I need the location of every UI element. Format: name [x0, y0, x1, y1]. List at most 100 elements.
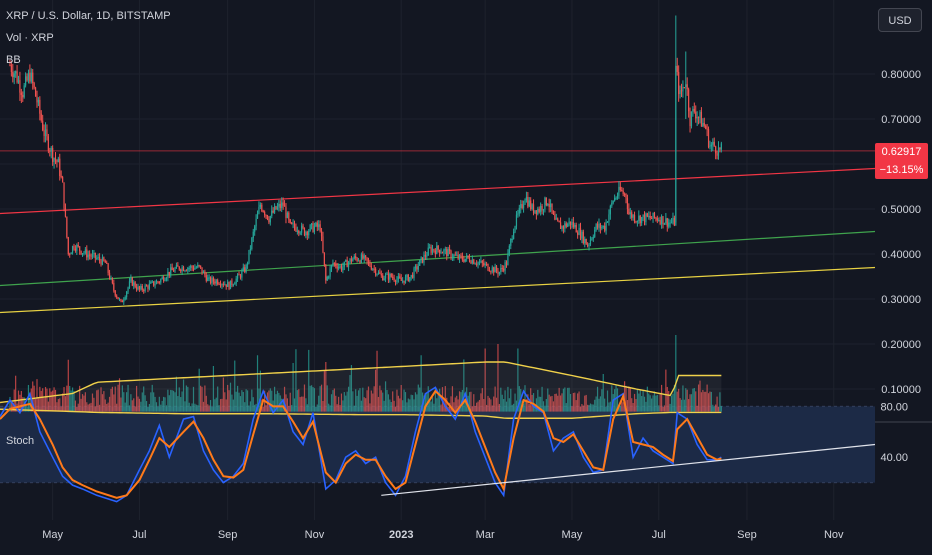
- price-candle-body: [531, 204, 533, 210]
- price-candle-body: [695, 111, 697, 119]
- price-candle-body: [249, 248, 252, 250]
- price-candle-body: [682, 87, 684, 92]
- price-candle-body: [239, 275, 242, 278]
- price-candle-body: [211, 277, 213, 284]
- price-candle-body: [663, 223, 666, 225]
- volume-bar: [480, 393, 482, 412]
- trend-lines[interactable]: [0, 150, 876, 314]
- volume-bar: [663, 405, 666, 412]
- volume-bar: [517, 348, 519, 412]
- price-candle-body: [669, 222, 671, 224]
- price-candle-body: [116, 295, 118, 298]
- price-candle-body: [130, 277, 132, 282]
- volume-bar: [303, 384, 306, 412]
- volume-bar: [715, 404, 717, 412]
- volume-bar: [685, 388, 687, 412]
- volume-bar: [493, 396, 495, 412]
- volume-bar: [396, 389, 398, 412]
- price-candle-body: [117, 297, 119, 300]
- volume-bar: [669, 403, 671, 412]
- volume-bar: [680, 399, 683, 412]
- price-candle-body: [36, 96, 38, 103]
- volume-bar: [67, 359, 69, 412]
- price-candle-body: [188, 267, 190, 269]
- volume-bar: [515, 400, 518, 412]
- volume-bar: [221, 398, 223, 412]
- volume-bar: [43, 397, 45, 412]
- volume-bar: [653, 391, 656, 412]
- price-candle-body: [643, 214, 646, 223]
- price-candle-body: [689, 111, 691, 127]
- volume-bar: [376, 350, 378, 412]
- volume-bar: [508, 398, 510, 412]
- volume-bar: [676, 391, 678, 412]
- price-candle-body: [13, 73, 15, 78]
- bollinger-fill: [0, 362, 722, 419]
- volume-bar: [175, 376, 178, 412]
- price-candle-body: [293, 223, 296, 228]
- price-candle-body: [513, 231, 515, 240]
- price-candle-body: [320, 231, 323, 237]
- time-axis-tick-label: May: [42, 529, 63, 541]
- price-candle-body: [476, 263, 478, 265]
- price-candle-body: [225, 284, 227, 287]
- red-trend-line: [0, 167, 876, 215]
- volume-bar: [197, 405, 199, 412]
- price-axis-tick-label: 0.30000: [881, 294, 921, 306]
- price-candle-body: [114, 290, 116, 296]
- volume-bar: [632, 402, 634, 412]
- price-candle-body: [231, 280, 233, 285]
- volume-bar: [26, 406, 28, 412]
- volume-bar: [606, 390, 609, 412]
- price-candle-body: [46, 129, 48, 137]
- price-candle-body: [621, 189, 623, 191]
- volume-bar: [296, 390, 298, 412]
- volume-bar: [660, 384, 663, 412]
- price-candle-body: [182, 267, 185, 271]
- volume-bar: [431, 397, 434, 412]
- volume-bar: [551, 395, 553, 412]
- volume-bar: [682, 385, 684, 412]
- volume-bar: [140, 401, 142, 412]
- price-candle-body: [272, 210, 274, 213]
- volume-bar: [565, 403, 567, 412]
- volume-bar: [118, 378, 121, 412]
- price-candle-body: [642, 214, 644, 218]
- price-candle-body: [605, 222, 607, 231]
- volume-legend[interactable]: Vol · XRP: [6, 32, 54, 44]
- volume-bar: [464, 401, 466, 412]
- volume-bar: [457, 399, 459, 412]
- price-candle-body: [181, 267, 183, 272]
- price-candle-body: [678, 71, 680, 95]
- volume-bar: [497, 344, 499, 412]
- price-candle-body: [118, 299, 121, 301]
- currency-button[interactable]: USD: [878, 8, 922, 32]
- price-candle-body: [151, 281, 153, 283]
- price-candle-body: [281, 202, 283, 208]
- price-axis-tick-label: 0.70000: [881, 114, 921, 126]
- volume-bar: [424, 393, 427, 412]
- price-candle-body: [587, 244, 589, 247]
- symbol-title[interactable]: XRP / U.S. Dollar, 1D, BITSTAMP: [6, 10, 171, 22]
- volume-bar: [604, 398, 606, 412]
- price-candle-body: [561, 226, 563, 229]
- volume-bar: [383, 400, 385, 412]
- price-candle-body: [336, 266, 338, 269]
- volume-bar: [214, 399, 216, 412]
- volume-bar: [227, 384, 229, 412]
- price-candle-body: [382, 275, 384, 281]
- volume-bar: [690, 394, 693, 412]
- bollinger-legend[interactable]: BB: [6, 54, 21, 66]
- price-candle-body: [383, 278, 385, 281]
- volume-bar: [648, 393, 650, 412]
- price-candle-body: [148, 283, 150, 289]
- volume-bar: [200, 385, 202, 412]
- price-candle-body: [63, 182, 65, 209]
- price-candle-body: [679, 90, 681, 95]
- stoch-legend[interactable]: Stoch: [6, 435, 35, 447]
- volume-bar: [518, 386, 520, 412]
- volume-bar: [636, 389, 638, 412]
- volume-bar: [91, 393, 94, 412]
